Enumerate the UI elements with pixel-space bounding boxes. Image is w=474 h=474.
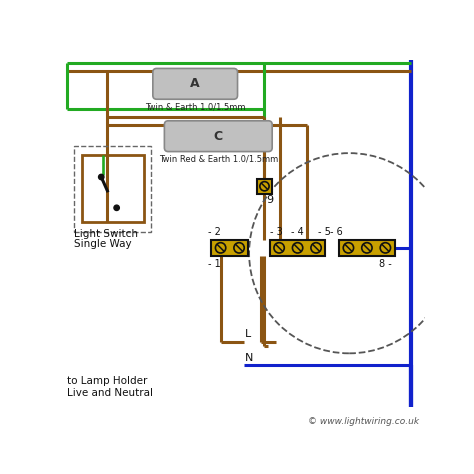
Text: - 3: - 3	[270, 227, 283, 237]
Text: to Lamp Holder: to Lamp Holder	[67, 376, 148, 386]
Text: - 6: - 6	[330, 227, 343, 237]
Text: Twin Red & Earth 1.0/1.5mm: Twin Red & Earth 1.0/1.5mm	[159, 155, 278, 164]
Circle shape	[274, 243, 284, 253]
FancyBboxPatch shape	[153, 68, 237, 99]
Text: - 4: - 4	[291, 227, 304, 237]
Text: N: N	[245, 353, 254, 363]
FancyBboxPatch shape	[339, 240, 395, 255]
Circle shape	[311, 243, 321, 253]
Text: © www.lightwiring.co.uk: © www.lightwiring.co.uk	[308, 417, 419, 426]
Circle shape	[362, 243, 372, 253]
Circle shape	[215, 243, 226, 253]
Text: Light Switch: Light Switch	[74, 229, 138, 239]
Text: Twin & Earth 1.0/1.5mm: Twin & Earth 1.0/1.5mm	[145, 102, 246, 111]
Text: L: L	[245, 329, 252, 339]
Text: Single Way: Single Way	[74, 239, 132, 249]
Circle shape	[260, 182, 269, 191]
Circle shape	[114, 205, 119, 210]
FancyBboxPatch shape	[164, 121, 272, 152]
Text: - 5: - 5	[318, 227, 330, 237]
Circle shape	[380, 243, 391, 253]
Text: A: A	[191, 77, 200, 91]
Text: 9: 9	[266, 195, 273, 206]
Circle shape	[99, 174, 104, 180]
Circle shape	[292, 243, 303, 253]
FancyBboxPatch shape	[211, 240, 248, 255]
Text: C: C	[214, 130, 223, 143]
Text: 8 -: 8 -	[379, 259, 392, 269]
Circle shape	[343, 243, 354, 253]
Text: - 1: - 1	[208, 259, 220, 269]
Text: - 2: - 2	[208, 227, 220, 237]
FancyBboxPatch shape	[257, 179, 272, 194]
Text: Live and Neutral: Live and Neutral	[67, 388, 154, 398]
Circle shape	[234, 243, 244, 253]
FancyBboxPatch shape	[270, 240, 325, 255]
